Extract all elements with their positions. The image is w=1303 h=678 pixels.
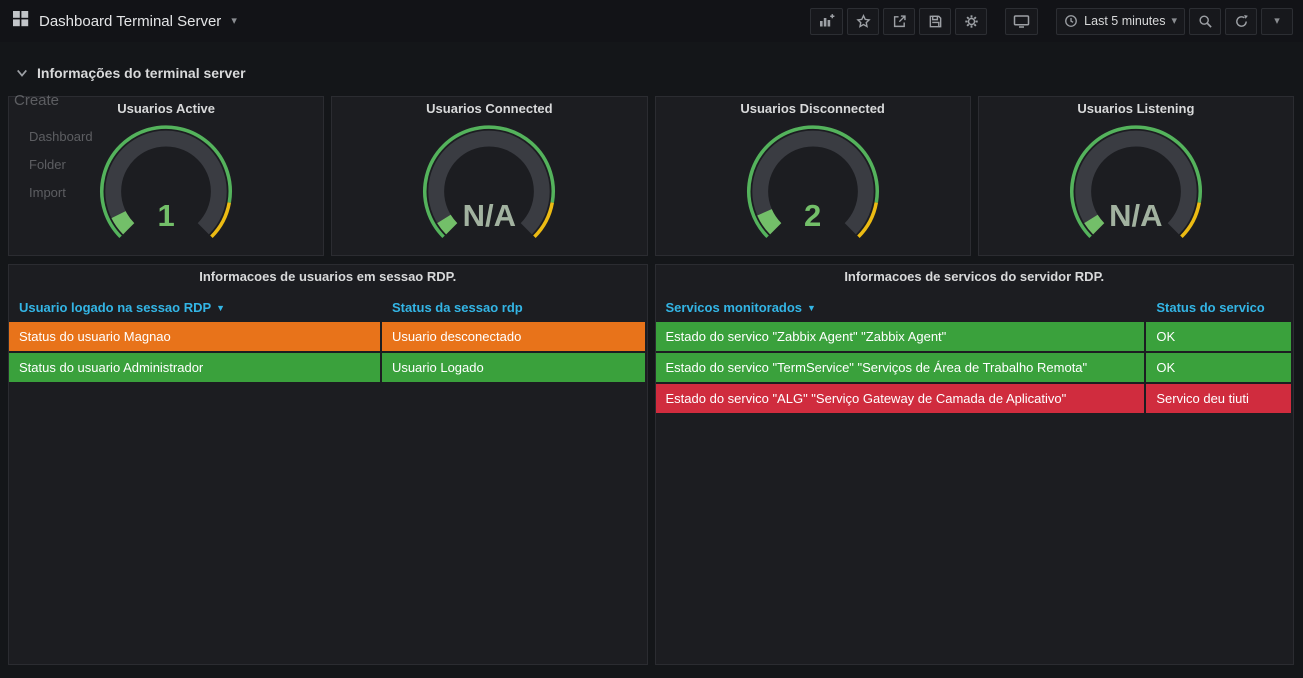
table-cell: Usuario Logado [381, 353, 647, 384]
sort-caret-icon: ▼ [807, 303, 816, 313]
sort-caret-icon: ▼ [216, 303, 226, 313]
time-range-picker[interactable]: Last 5 minutes ▾ [1056, 7, 1185, 35]
time-range-caret-icon: ▾ [1171, 14, 1177, 27]
gauge-chart [423, 125, 556, 239]
dashboard-row-toggle[interactable]: Informações do terminal server [16, 60, 246, 86]
panel-title[interactable]: Usuarios Disconnected [740, 101, 885, 116]
save-icon [929, 15, 942, 27]
zoom-out-button[interactable] [1189, 7, 1221, 35]
panel-usuarios-connected: Usuarios Connected N/A [331, 96, 648, 256]
gauge-value: 1 [157, 197, 175, 233]
table-cell: Servico deu tiuti [1146, 384, 1293, 415]
magnifier-icon [1198, 14, 1212, 28]
panel-usuarios-active: Usuarios Active 1 [8, 96, 325, 256]
panel-title[interactable]: Usuarios Listening [1077, 101, 1195, 116]
table-cell: Status do usuario Magnao [9, 322, 382, 353]
gauge-chart [1069, 125, 1202, 239]
table-cell: Usuario desconectado [381, 322, 647, 353]
settings-button[interactable] [955, 7, 988, 35]
table-cell: Estado do servico "TermService" "Serviço… [655, 353, 1147, 384]
gauge-value: N/A [462, 197, 517, 233]
apps-grid-icon[interactable] [12, 10, 29, 32]
table-cell: Estado do servico "ALG" "Serviço Gateway… [655, 384, 1147, 415]
chevron-down-icon [17, 69, 27, 77]
refresh-interval-caret-icon: ▾ [1274, 14, 1280, 27]
column-header-status-sessao[interactable]: Status da sessao rdp [391, 300, 523, 315]
column-header-status-servico[interactable]: Status do servico [1156, 300, 1265, 315]
share-button[interactable] [883, 7, 916, 35]
table-cell: Status do usuario Administrador [9, 353, 382, 384]
dashboard-title-caret-icon[interactable]: ▾ [231, 14, 237, 27]
monitor-icon [1013, 15, 1030, 28]
gauge-chart [746, 125, 879, 239]
cycle-view-button[interactable] [1005, 7, 1039, 35]
add-panel-icon [820, 14, 835, 27]
table-cell: Estado do servico "Zabbix Agent" "Zabbix… [655, 322, 1147, 353]
navbar: Dashboard Terminal Server ▾ [0, 0, 1303, 42]
table-cell: OK [1146, 353, 1293, 384]
gauge-chart [100, 125, 233, 239]
services-table: Servicos monitorados ▼ Status do servico … [655, 295, 1293, 415]
column-header-servicos[interactable]: Servicos monitorados ▼ [665, 300, 816, 315]
panel-usuarios-disconnected: Usuarios Disconnected 2 [654, 96, 971, 256]
panel-title[interactable]: Usuarios Connected [426, 101, 553, 116]
refresh-icon [1235, 14, 1248, 27]
panel-servicos-servidor-rdp: Informacoes de servicos do servidor RDP.… [654, 264, 1294, 665]
users-table: Usuario logado na sessao RDP ▼ Status da … [9, 295, 647, 384]
row-title: Informações do terminal server [37, 65, 246, 81]
gauge-value: N/A [1109, 197, 1163, 233]
gauge-panels-row: Usuarios Active 1 Usuarios Connected N/A… [8, 96, 1294, 256]
star-icon [855, 13, 871, 28]
clock-icon [1065, 15, 1078, 27]
panel-title[interactable]: Informacoes de servicos do servidor RDP. [844, 269, 1105, 284]
add-panel-button[interactable] [810, 7, 844, 35]
panel-usuarios-listening: Usuarios Listening N/A [977, 96, 1294, 256]
panel-title[interactable]: Usuarios Active [117, 101, 216, 116]
save-button[interactable] [919, 7, 952, 35]
refresh-button[interactable] [1225, 7, 1257, 35]
time-range-label: Last 5 minutes [1084, 14, 1166, 28]
gauge-value: 2 [804, 197, 822, 233]
table-panels-row: Informacoes de usuarios em sessao RDP. U… [8, 264, 1294, 665]
share-icon [893, 14, 906, 27]
dashboard-title[interactable]: Dashboard Terminal Server [39, 12, 222, 30]
gear-icon [964, 14, 978, 28]
table-cell: OK [1146, 322, 1293, 353]
refresh-interval-button[interactable]: ▾ [1261, 7, 1293, 35]
panel-title[interactable]: Informacoes de usuarios em sessao RDP. [199, 269, 457, 284]
column-header-usuario[interactable]: Usuario logado na sessao RDP ▼ [19, 300, 226, 315]
panel-usuarios-sessao-rdp: Informacoes de usuarios em sessao RDP. U… [8, 264, 648, 665]
star-button[interactable] [847, 7, 880, 35]
